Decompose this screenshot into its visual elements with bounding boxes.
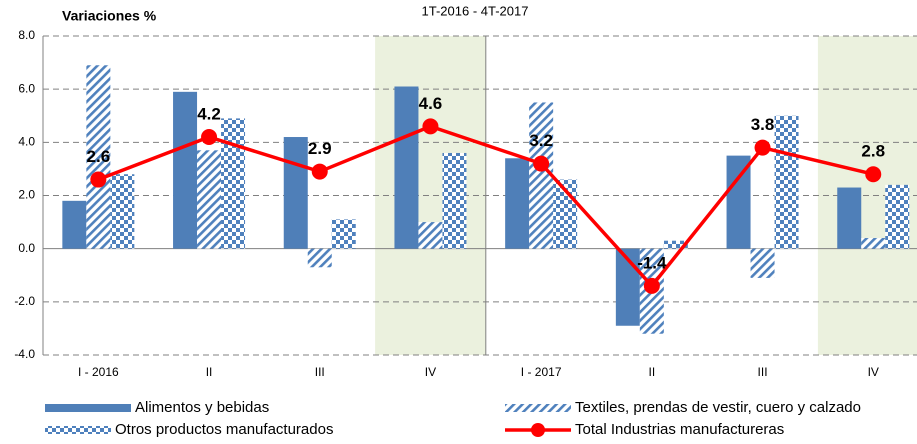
bar bbox=[197, 150, 222, 249]
data-label: 4.2 bbox=[197, 105, 221, 124]
y-tick-label: 2.0 bbox=[18, 188, 35, 202]
bar bbox=[110, 174, 135, 249]
line-point bbox=[533, 155, 550, 172]
line-point bbox=[754, 139, 771, 156]
data-label: 3.2 bbox=[529, 131, 553, 150]
bar bbox=[861, 238, 886, 249]
bar bbox=[283, 137, 308, 249]
bar bbox=[885, 184, 910, 249]
legend-label: Otros productos manufacturados bbox=[115, 421, 333, 438]
bar bbox=[505, 158, 530, 249]
bar bbox=[750, 248, 775, 278]
data-label: 2.8 bbox=[861, 142, 885, 161]
bar bbox=[774, 115, 799, 249]
bar bbox=[837, 187, 862, 249]
x-tick-label: II bbox=[206, 365, 213, 379]
x-tick-label: III bbox=[758, 365, 768, 379]
bar bbox=[62, 200, 87, 249]
legend-label: Textiles, prendas de vestir, cuero y cal… bbox=[575, 399, 861, 416]
chart-title: Variaciones % bbox=[62, 8, 157, 24]
y-tick-label: 6.0 bbox=[18, 81, 35, 95]
x-tick-label: I - 2016 bbox=[78, 365, 119, 379]
chart-subtitle: 1T-2016 - 4T-2017 bbox=[422, 3, 529, 18]
y-tick-label: 4.0 bbox=[18, 135, 35, 149]
line-point bbox=[422, 118, 439, 135]
bar bbox=[221, 118, 246, 249]
x-tick-label: IV bbox=[425, 365, 436, 379]
y-tick-label: 8.0 bbox=[18, 28, 35, 42]
line-point bbox=[90, 171, 107, 188]
bar bbox=[86, 65, 111, 249]
data-label: -1.4 bbox=[637, 253, 667, 272]
line-point bbox=[643, 277, 660, 294]
legend-swatch bbox=[45, 404, 131, 412]
x-tick-label: II bbox=[649, 365, 656, 379]
bar bbox=[173, 91, 198, 249]
x-tick-label: III bbox=[315, 365, 325, 379]
data-label: 2.9 bbox=[308, 139, 332, 158]
data-label: 4.6 bbox=[419, 94, 443, 113]
y-tick-label: -4.0 bbox=[14, 347, 35, 361]
legend-swatch bbox=[45, 426, 111, 434]
legend-swatch bbox=[531, 423, 545, 437]
line-point bbox=[201, 129, 218, 146]
line-point bbox=[311, 163, 328, 180]
line-point bbox=[865, 166, 882, 183]
bar bbox=[307, 248, 332, 268]
data-label: 2.6 bbox=[87, 147, 111, 166]
bar bbox=[442, 152, 467, 249]
bar bbox=[394, 86, 419, 249]
legend-label: Alimentos y bebidas bbox=[135, 399, 269, 416]
bar bbox=[529, 102, 554, 249]
x-tick-label: IV bbox=[868, 365, 879, 379]
x-tick-label: I - 2017 bbox=[521, 365, 562, 379]
line bbox=[97, 124, 874, 289]
bar bbox=[418, 222, 443, 249]
data-label: 3.8 bbox=[751, 115, 775, 134]
legend-swatch bbox=[505, 404, 571, 412]
bar bbox=[726, 155, 751, 249]
bar bbox=[663, 240, 688, 249]
y-tick-label: 0.0 bbox=[18, 241, 35, 255]
highlight bbox=[375, 36, 486, 355]
legend-label: Total Industrias manufactureras bbox=[575, 421, 784, 438]
y-tick-label: -2.0 bbox=[14, 294, 35, 308]
bar bbox=[331, 219, 356, 249]
